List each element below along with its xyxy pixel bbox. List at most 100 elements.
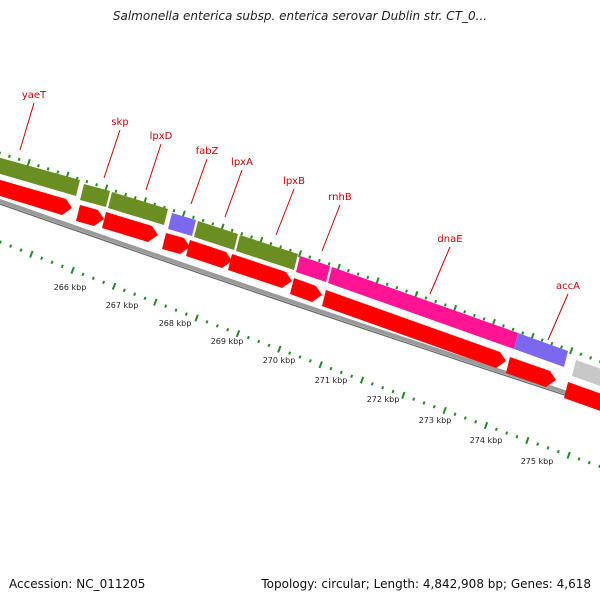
tick-mark: [91, 276, 95, 281]
tick-mark: [556, 449, 560, 454]
tick-mark: [587, 460, 591, 465]
kbp-label: 273 kbp: [419, 416, 452, 425]
tick-mark: [391, 389, 395, 394]
tick-mark: [422, 401, 426, 405]
feature-block[interactable]: [168, 213, 196, 236]
kbp-label: 275 kbp: [521, 457, 554, 466]
cds-arrow[interactable]: [290, 278, 322, 302]
tick-mark: [463, 310, 467, 314]
gene-label-lpxa[interactable]: lpxA: [231, 157, 253, 168]
tick-mark: [7, 154, 11, 158]
tick-mark: [267, 343, 271, 348]
tick-mark: [9, 244, 13, 248]
leader-line: [429, 246, 451, 295]
tick-mark: [318, 361, 323, 369]
kbp-label: 266 kbp: [54, 283, 87, 292]
cds-track: [0, 177, 600, 413]
gene-label-yaet[interactable]: yaeT: [22, 90, 47, 101]
gene-label-rnhb[interactable]: rnhB: [328, 192, 352, 203]
tick-mark: [172, 208, 176, 213]
leader-line: [547, 293, 569, 341]
tick-mark: [442, 406, 447, 415]
tick-mark: [133, 292, 137, 297]
tick-mark: [246, 335, 250, 340]
tick-mark: [566, 451, 571, 459]
tick-mark: [474, 420, 478, 424]
tick-mark: [143, 296, 147, 301]
cds-arrow[interactable]: [322, 290, 506, 368]
gene-label-acca[interactable]: accA: [556, 281, 580, 292]
tick-mark: [81, 272, 85, 277]
leader-line: [19, 102, 35, 151]
kbp-label: 274 kbp: [470, 436, 503, 445]
tick-mark: [329, 366, 333, 371]
feature-block[interactable]: [0, 155, 80, 196]
tick-mark: [40, 256, 44, 261]
tick-mark: [230, 228, 234, 233]
kbp-label: 270 kbp: [263, 356, 296, 365]
tick-mark: [401, 391, 406, 399]
cds-arrow[interactable]: [162, 233, 190, 254]
gene-label-lpxb[interactable]: lpxB: [283, 176, 305, 187]
tick-mark: [95, 183, 98, 187]
cds-arrow[interactable]: [506, 357, 556, 387]
feature-block[interactable]: [514, 333, 568, 367]
gene-label-fabz[interactable]: fabZ: [196, 146, 219, 157]
kbp-label: 269 kbp: [211, 337, 244, 346]
tick-mark: [463, 416, 467, 420]
genome-summary-text: Topology: circular; Length: 4,842,908 bp…: [261, 577, 591, 591]
gene-label-lpxd[interactable]: lpxD: [150, 131, 173, 142]
tick-mark: [164, 304, 168, 308]
tick-mark: [579, 352, 583, 357]
tick-mark: [359, 376, 365, 384]
tick-mark: [288, 248, 292, 253]
tick-mark: [211, 222, 215, 226]
tick-mark: [181, 210, 186, 218]
leader-line: [190, 158, 208, 205]
feature-block[interactable]: [236, 235, 298, 270]
cds-arrow[interactable]: [186, 240, 232, 268]
inner-tick-track: [0, 240, 600, 469]
tick-mark: [317, 258, 321, 263]
feature-block[interactable]: [296, 256, 330, 282]
tick-mark: [111, 282, 117, 290]
tick-mark: [46, 167, 50, 171]
kbp-label: 271 kbp: [315, 376, 348, 385]
feature-block[interactable]: [108, 192, 168, 225]
feature-block[interactable]: [572, 360, 600, 388]
tick-mark: [201, 218, 205, 223]
cds-arrow[interactable]: [102, 212, 158, 242]
tick-mark: [550, 341, 554, 346]
tick-mark: [589, 356, 593, 360]
feature-block[interactable]: [328, 267, 518, 349]
tick-mark: [370, 382, 374, 386]
tick-mark: [356, 272, 360, 276]
tick-mark: [536, 442, 540, 446]
tick-mark: [511, 327, 515, 332]
tick-mark: [184, 312, 188, 316]
tick-mark: [269, 241, 273, 246]
tick-mark: [29, 250, 34, 258]
feature-block[interactable]: [194, 221, 238, 250]
gene-label-skp[interactable]: skp: [111, 117, 128, 128]
tick-mark: [153, 298, 158, 306]
tick-mark: [70, 266, 75, 274]
feature-block[interactable]: [80, 184, 110, 207]
kbp-label: 267 kbp: [106, 301, 139, 310]
tick-mark: [308, 255, 312, 259]
cds-arrow[interactable]: [0, 177, 72, 215]
leader-line: [321, 204, 341, 252]
cds-arrow[interactable]: [228, 254, 292, 288]
cds-arrow[interactable]: [564, 382, 600, 413]
tick-mark: [0, 240, 2, 244]
gene-label-dnae[interactable]: dnaE: [437, 234, 462, 245]
tick-mark: [277, 345, 282, 353]
tick-mark: [432, 404, 436, 409]
gene-labels: yaeT skp lpxD fabZ lpxA lpxB rnhB dnaE a…: [22, 90, 580, 292]
tick-mark: [395, 285, 399, 290]
tick-mark: [472, 313, 476, 318]
tick-mark: [240, 231, 244, 236]
feature-track: [0, 155, 600, 388]
tick-mark: [525, 436, 530, 445]
cds-arrow[interactable]: [76, 205, 104, 226]
